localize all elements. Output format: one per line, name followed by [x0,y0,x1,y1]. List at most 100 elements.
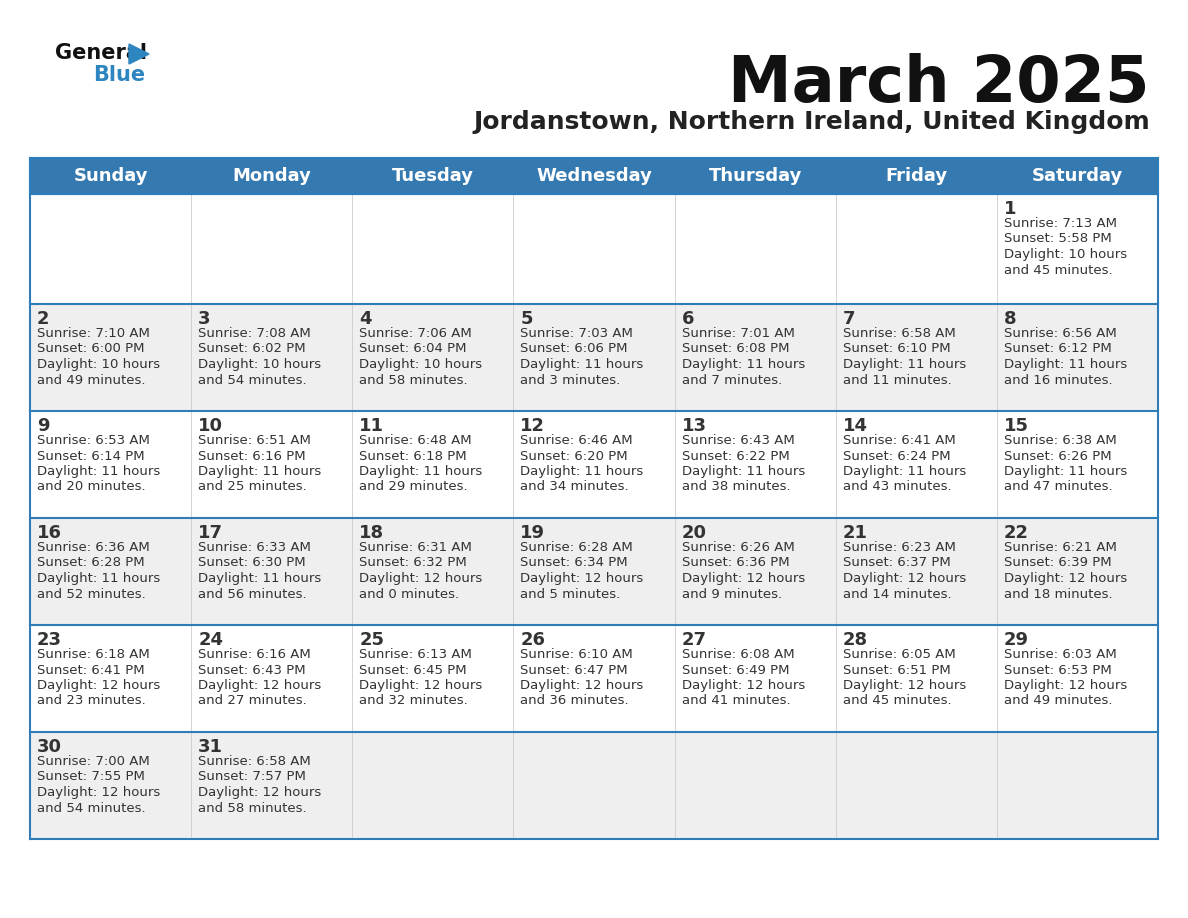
Text: General: General [55,43,147,63]
Text: Sunrise: 6:46 AM: Sunrise: 6:46 AM [520,434,633,447]
Text: Sunset: 6:04 PM: Sunset: 6:04 PM [359,342,467,355]
Text: Sunrise: 6:48 AM: Sunrise: 6:48 AM [359,434,472,447]
Text: Sunrise: 6:10 AM: Sunrise: 6:10 AM [520,648,633,661]
Text: Blue: Blue [93,65,145,85]
Text: Sunset: 7:57 PM: Sunset: 7:57 PM [198,770,307,783]
Text: Daylight: 11 hours: Daylight: 11 hours [520,358,644,371]
Text: 20: 20 [682,524,707,542]
Text: 6: 6 [682,310,694,328]
Text: Sunrise: 7:03 AM: Sunrise: 7:03 AM [520,327,633,340]
Text: 14: 14 [842,417,867,435]
Text: Daylight: 10 hours: Daylight: 10 hours [359,358,482,371]
Text: Sunset: 7:55 PM: Sunset: 7:55 PM [37,770,145,783]
Text: Tuesday: Tuesday [392,167,474,185]
Text: and 25 minutes.: and 25 minutes. [198,480,307,494]
Bar [30,625,1158,732]
Text: Sunrise: 6:16 AM: Sunrise: 6:16 AM [198,648,311,661]
Text: Daylight: 11 hours: Daylight: 11 hours [682,465,804,478]
Text: Daylight: 11 hours: Daylight: 11 hours [198,465,322,478]
Text: Sunrise: 6:41 AM: Sunrise: 6:41 AM [842,434,955,447]
Text: Sunrise: 6:53 AM: Sunrise: 6:53 AM [37,434,150,447]
Text: Daylight: 12 hours: Daylight: 12 hours [520,679,644,692]
Text: Daylight: 11 hours: Daylight: 11 hours [359,465,482,478]
Text: Daylight: 12 hours: Daylight: 12 hours [1004,679,1127,692]
Text: Daylight: 12 hours: Daylight: 12 hours [198,679,322,692]
Text: Sunset: 6:47 PM: Sunset: 6:47 PM [520,664,628,677]
Text: Sunset: 6:02 PM: Sunset: 6:02 PM [198,342,305,355]
Text: and 32 minutes.: and 32 minutes. [359,695,468,708]
Text: and 36 minutes.: and 36 minutes. [520,695,630,708]
Text: Sunrise: 7:08 AM: Sunrise: 7:08 AM [198,327,311,340]
Text: and 18 minutes.: and 18 minutes. [1004,588,1112,600]
Text: Sunset: 6:30 PM: Sunset: 6:30 PM [198,556,305,569]
Text: 17: 17 [198,524,223,542]
Text: Sunset: 6:06 PM: Sunset: 6:06 PM [520,342,628,355]
Bar [30,411,1158,518]
Text: Sunset: 6:41 PM: Sunset: 6:41 PM [37,664,145,677]
Text: 21: 21 [842,524,867,542]
Text: Sunset: 6:49 PM: Sunset: 6:49 PM [682,664,789,677]
Text: Sunset: 6:26 PM: Sunset: 6:26 PM [1004,450,1112,463]
Text: 15: 15 [1004,417,1029,435]
Text: Daylight: 11 hours: Daylight: 11 hours [1004,358,1127,371]
Text: Daylight: 12 hours: Daylight: 12 hours [1004,572,1127,585]
Text: and 49 minutes.: and 49 minutes. [1004,695,1112,708]
Bar [30,158,1158,194]
Text: 4: 4 [359,310,372,328]
Text: Daylight: 11 hours: Daylight: 11 hours [37,465,160,478]
Text: Daylight: 12 hours: Daylight: 12 hours [682,679,804,692]
Text: Sunset: 6:32 PM: Sunset: 6:32 PM [359,556,467,569]
Text: and 29 minutes.: and 29 minutes. [359,480,468,494]
Text: and 58 minutes.: and 58 minutes. [198,801,307,814]
Text: Daylight: 12 hours: Daylight: 12 hours [37,679,160,692]
Text: Sunrise: 6:21 AM: Sunrise: 6:21 AM [1004,541,1117,554]
Text: Sunset: 6:18 PM: Sunset: 6:18 PM [359,450,467,463]
Text: and 27 minutes.: and 27 minutes. [198,695,307,708]
Text: Sunrise: 6:18 AM: Sunrise: 6:18 AM [37,648,150,661]
Text: Sunset: 5:58 PM: Sunset: 5:58 PM [1004,232,1112,245]
Text: Sunset: 6:39 PM: Sunset: 6:39 PM [1004,556,1112,569]
Text: Sunset: 6:28 PM: Sunset: 6:28 PM [37,556,145,569]
Text: Daylight: 12 hours: Daylight: 12 hours [198,786,322,799]
Text: Sunrise: 6:03 AM: Sunrise: 6:03 AM [1004,648,1117,661]
Bar [30,194,1158,304]
Text: and 58 minutes.: and 58 minutes. [359,374,468,386]
Text: and 45 minutes.: and 45 minutes. [842,695,952,708]
Text: 28: 28 [842,631,868,649]
Text: Sunrise: 6:08 AM: Sunrise: 6:08 AM [682,648,795,661]
Text: Sunrise: 6:58 AM: Sunrise: 6:58 AM [842,327,955,340]
Text: Sunset: 6:37 PM: Sunset: 6:37 PM [842,556,950,569]
Text: Daylight: 12 hours: Daylight: 12 hours [359,679,482,692]
Text: and 52 minutes.: and 52 minutes. [37,588,146,600]
Text: 29: 29 [1004,631,1029,649]
Text: Daylight: 11 hours: Daylight: 11 hours [1004,465,1127,478]
Text: Saturday: Saturday [1032,167,1123,185]
Text: Daylight: 11 hours: Daylight: 11 hours [198,572,322,585]
Text: Daylight: 10 hours: Daylight: 10 hours [1004,248,1127,261]
Text: and 23 minutes.: and 23 minutes. [37,695,146,708]
Text: Sunrise: 6:58 AM: Sunrise: 6:58 AM [198,755,311,768]
Text: 25: 25 [359,631,384,649]
Text: Sunrise: 6:56 AM: Sunrise: 6:56 AM [1004,327,1117,340]
Text: Sunset: 6:10 PM: Sunset: 6:10 PM [842,342,950,355]
Text: and 54 minutes.: and 54 minutes. [37,801,146,814]
Text: Sunset: 6:12 PM: Sunset: 6:12 PM [1004,342,1112,355]
Text: and 16 minutes.: and 16 minutes. [1004,374,1112,386]
Bar [30,732,1158,839]
Text: Daylight: 10 hours: Daylight: 10 hours [37,358,160,371]
Text: 31: 31 [198,738,223,756]
Text: Sunrise: 6:51 AM: Sunrise: 6:51 AM [198,434,311,447]
Text: 7: 7 [842,310,855,328]
Text: and 5 minutes.: and 5 minutes. [520,588,620,600]
Text: and 41 minutes.: and 41 minutes. [682,695,790,708]
Text: Sunset: 6:20 PM: Sunset: 6:20 PM [520,450,628,463]
Text: 18: 18 [359,524,385,542]
Text: Daylight: 11 hours: Daylight: 11 hours [520,465,644,478]
Text: Sunrise: 6:38 AM: Sunrise: 6:38 AM [1004,434,1117,447]
Text: Sunset: 6:51 PM: Sunset: 6:51 PM [842,664,950,677]
Text: 16: 16 [37,524,62,542]
Text: Daylight: 12 hours: Daylight: 12 hours [842,679,966,692]
Text: Daylight: 11 hours: Daylight: 11 hours [842,465,966,478]
Text: Sunrise: 7:00 AM: Sunrise: 7:00 AM [37,755,150,768]
Text: and 7 minutes.: and 7 minutes. [682,374,782,386]
